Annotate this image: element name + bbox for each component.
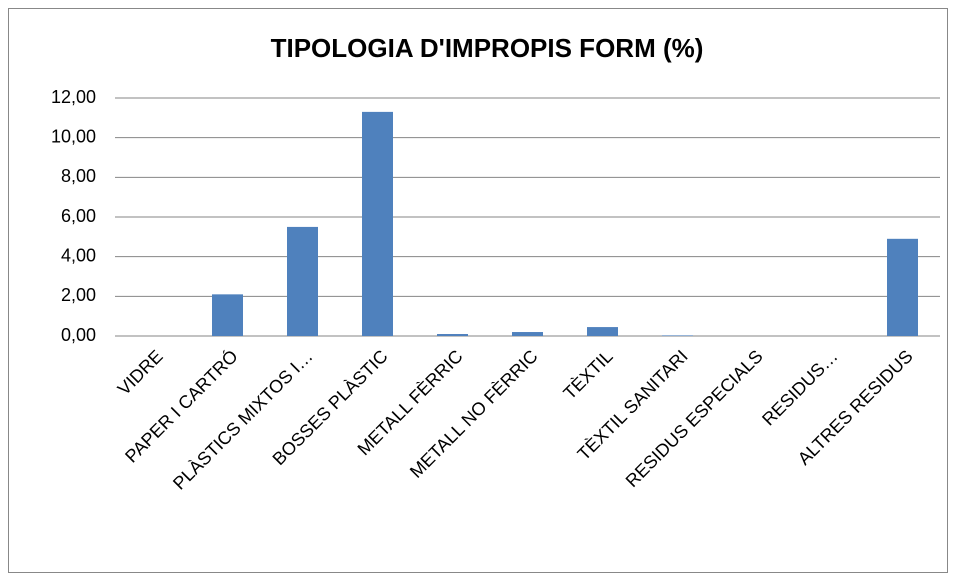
chart-title: TIPOLOGIA D'IMPROPIS FORM (%) [271, 33, 704, 63]
bar [437, 334, 468, 336]
bar [362, 111, 393, 336]
y-tick-label: 8,00 [61, 166, 96, 186]
y-tick-label: 6,00 [61, 206, 96, 226]
y-tick-label: 4,00 [61, 245, 96, 265]
chart-border [8, 8, 948, 573]
bar [212, 294, 243, 336]
bar [662, 335, 693, 336]
y-tick-label: 0,00 [61, 325, 96, 345]
bar [287, 226, 318, 336]
bar [587, 327, 618, 336]
bar [512, 332, 543, 336]
bar [887, 238, 918, 336]
y-tick-label: 10,00 [51, 126, 96, 146]
y-tick-label: 2,00 [61, 285, 96, 305]
y-tick-label: 12,00 [51, 87, 96, 107]
